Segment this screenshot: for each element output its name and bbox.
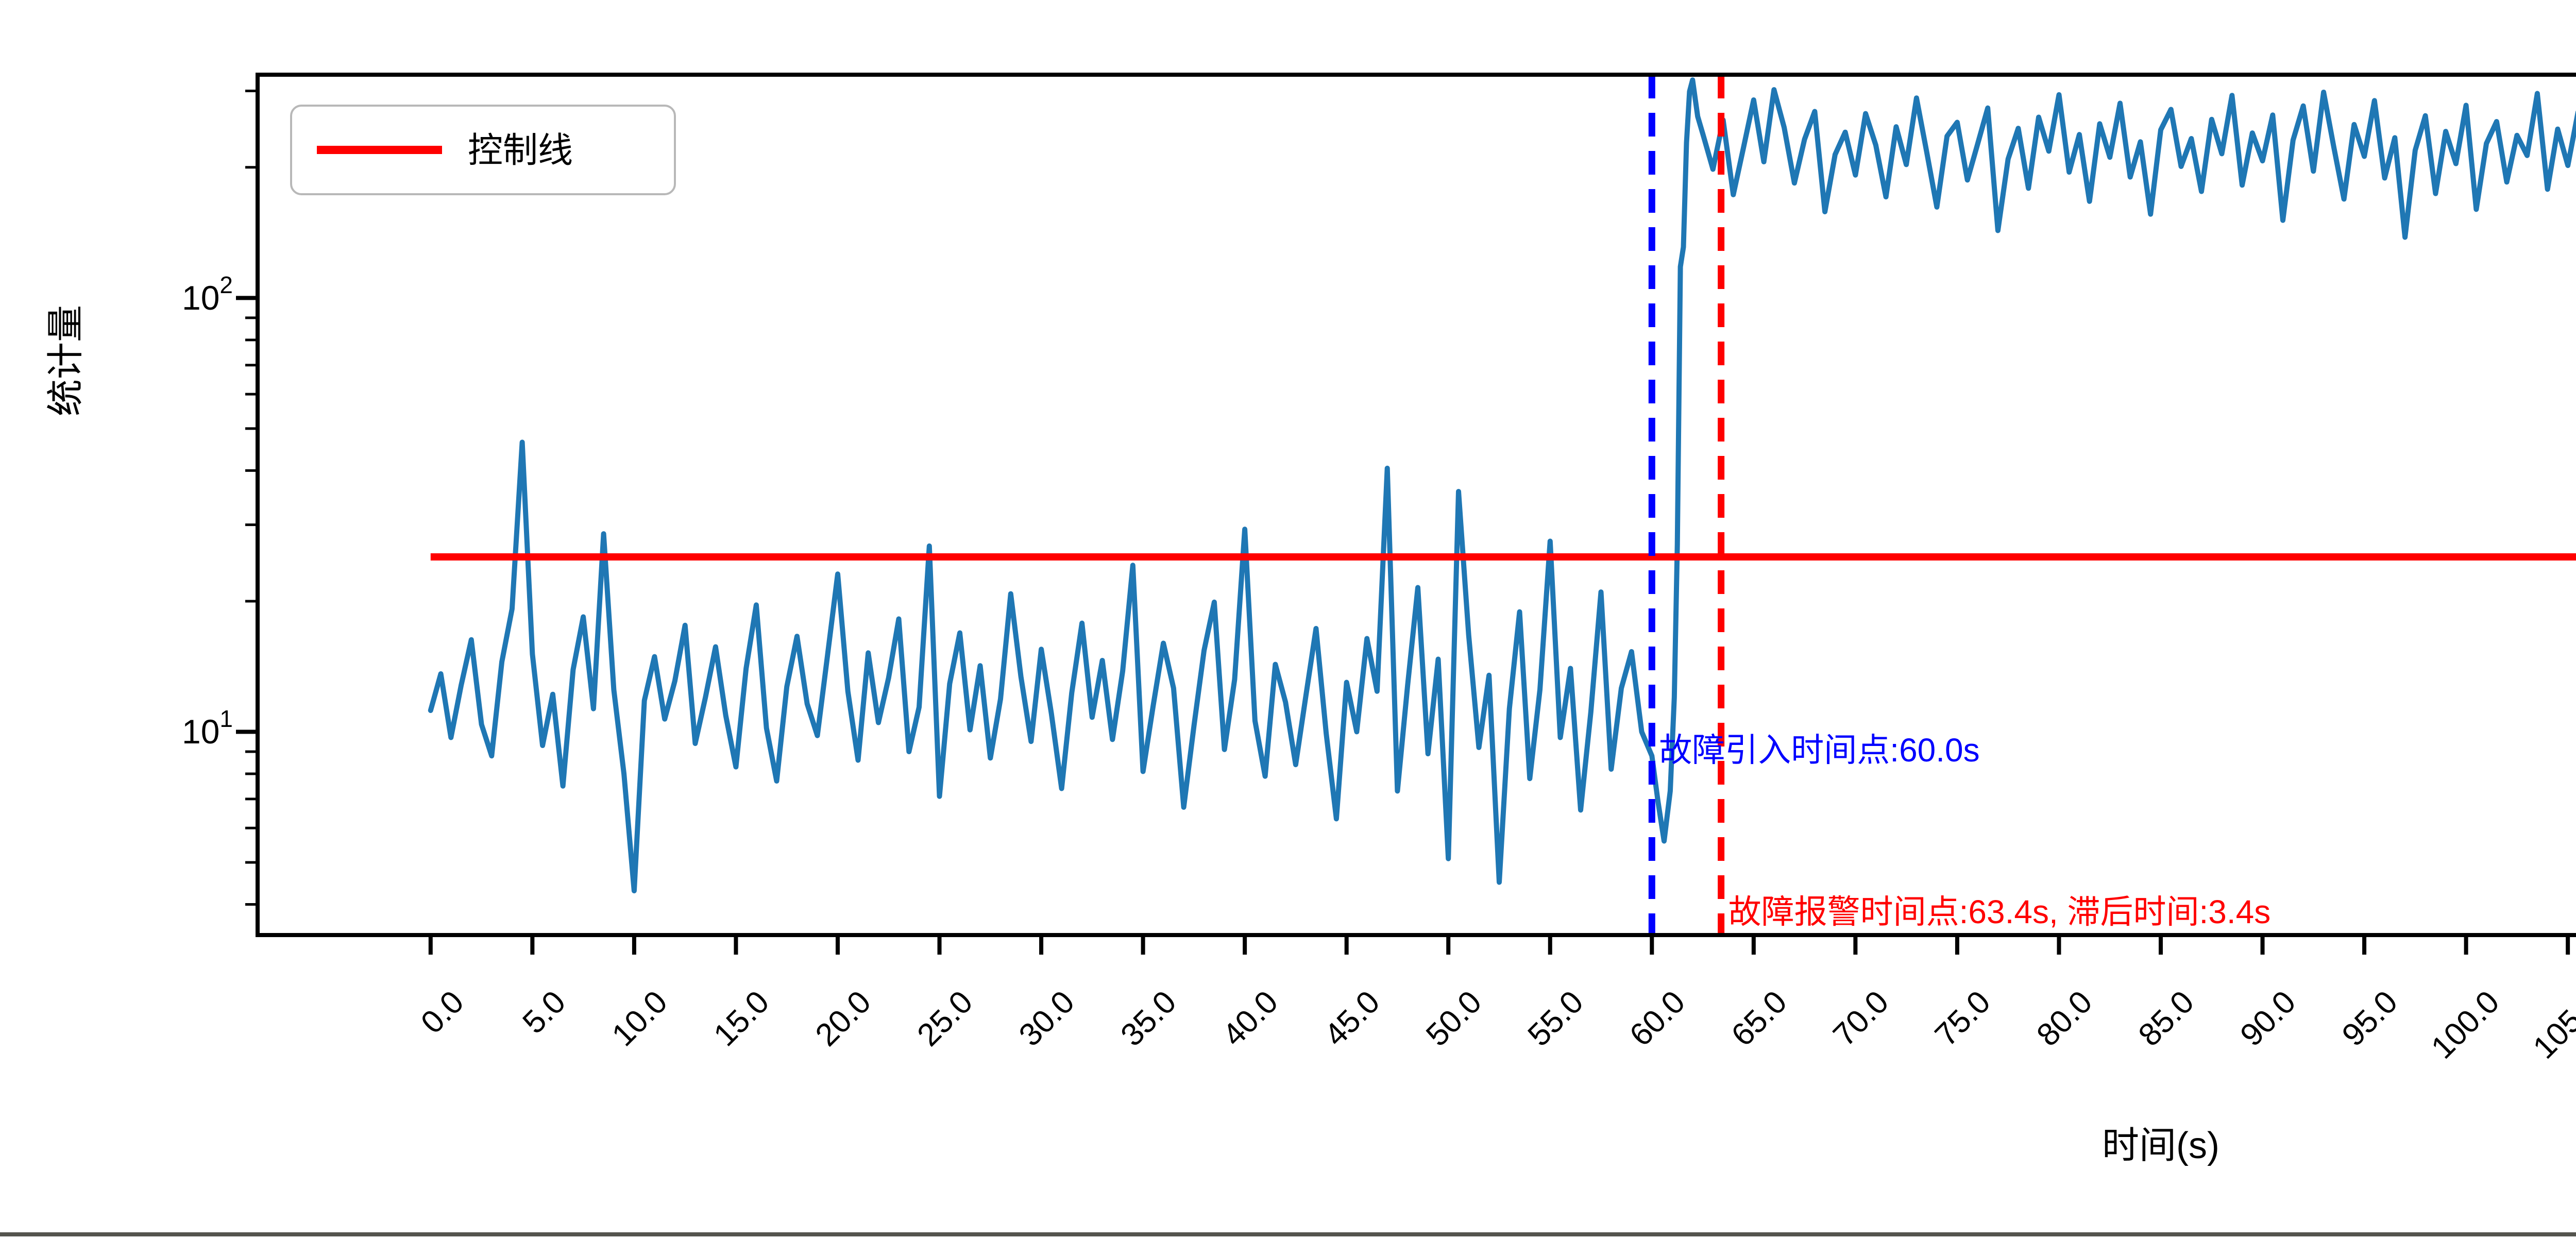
- legend-label: 控制线: [468, 131, 573, 170]
- x-tick-label: 100.0: [2425, 984, 2506, 1066]
- x-tick-label: 5.0: [516, 984, 573, 1041]
- x-tick-label: 70.0: [1826, 984, 1895, 1053]
- y-tick-label-10: 101: [182, 705, 233, 751]
- x-tick-label: 85.0: [2132, 984, 2201, 1053]
- y-axis-ticks: [236, 90, 258, 906]
- x-tick-label: 90.0: [2233, 984, 2302, 1053]
- x-axis-ticks: [428, 935, 2570, 955]
- x-tick-label: 35.0: [1114, 984, 1183, 1053]
- legend: 控制线: [290, 105, 676, 195]
- legend-box: [290, 105, 676, 195]
- fault-annotation-text: 故障引入时间点:60.0s: [1659, 732, 1979, 769]
- x-axis-tick-labels: 0.0 5.0 10.0 15.0 20.0 25.0 30.0 35.0 40.0 45.0 50…: [414, 984, 2576, 1066]
- window-bottom-border: [0, 1232, 2576, 1236]
- x-tick-label: 15.0: [707, 984, 776, 1053]
- alarm-annotation-text: 故障报警时间点:63.4s, 滞后时间:3.4s: [1728, 893, 2271, 930]
- x-tick-label: 45.0: [1317, 984, 1386, 1053]
- x-tick-label: 105.0: [2527, 984, 2576, 1066]
- plot-border: [256, 73, 2576, 937]
- x-tick-label: 30.0: [1012, 984, 1081, 1053]
- x-axis-label: 时间(s): [2102, 1125, 2219, 1166]
- x-tick-label: 80.0: [2030, 984, 2099, 1053]
- x-tick-label: 10.0: [605, 984, 674, 1053]
- statistic-series-line: [428, 77, 2576, 894]
- x-tick-label: 0.0: [414, 984, 471, 1041]
- x-tick-label: 60.0: [1623, 984, 1692, 1053]
- x-tick-label: 65.0: [1725, 984, 1794, 1053]
- x-tick-label: 40.0: [1216, 984, 1285, 1053]
- x-tick-label: 25.0: [910, 984, 979, 1053]
- y-tick-label-100: 102: [182, 271, 233, 317]
- x-tick-label: 50.0: [1419, 984, 1488, 1053]
- y-axis-label: 统计量: [45, 305, 87, 416]
- series-group: [428, 77, 2576, 894]
- x-tick-label: 75.0: [1928, 984, 1997, 1053]
- x-tick-label: 20.0: [809, 984, 878, 1053]
- x-tick-label: 55.0: [1521, 984, 1590, 1053]
- x-tick-label: 95.0: [2335, 984, 2404, 1053]
